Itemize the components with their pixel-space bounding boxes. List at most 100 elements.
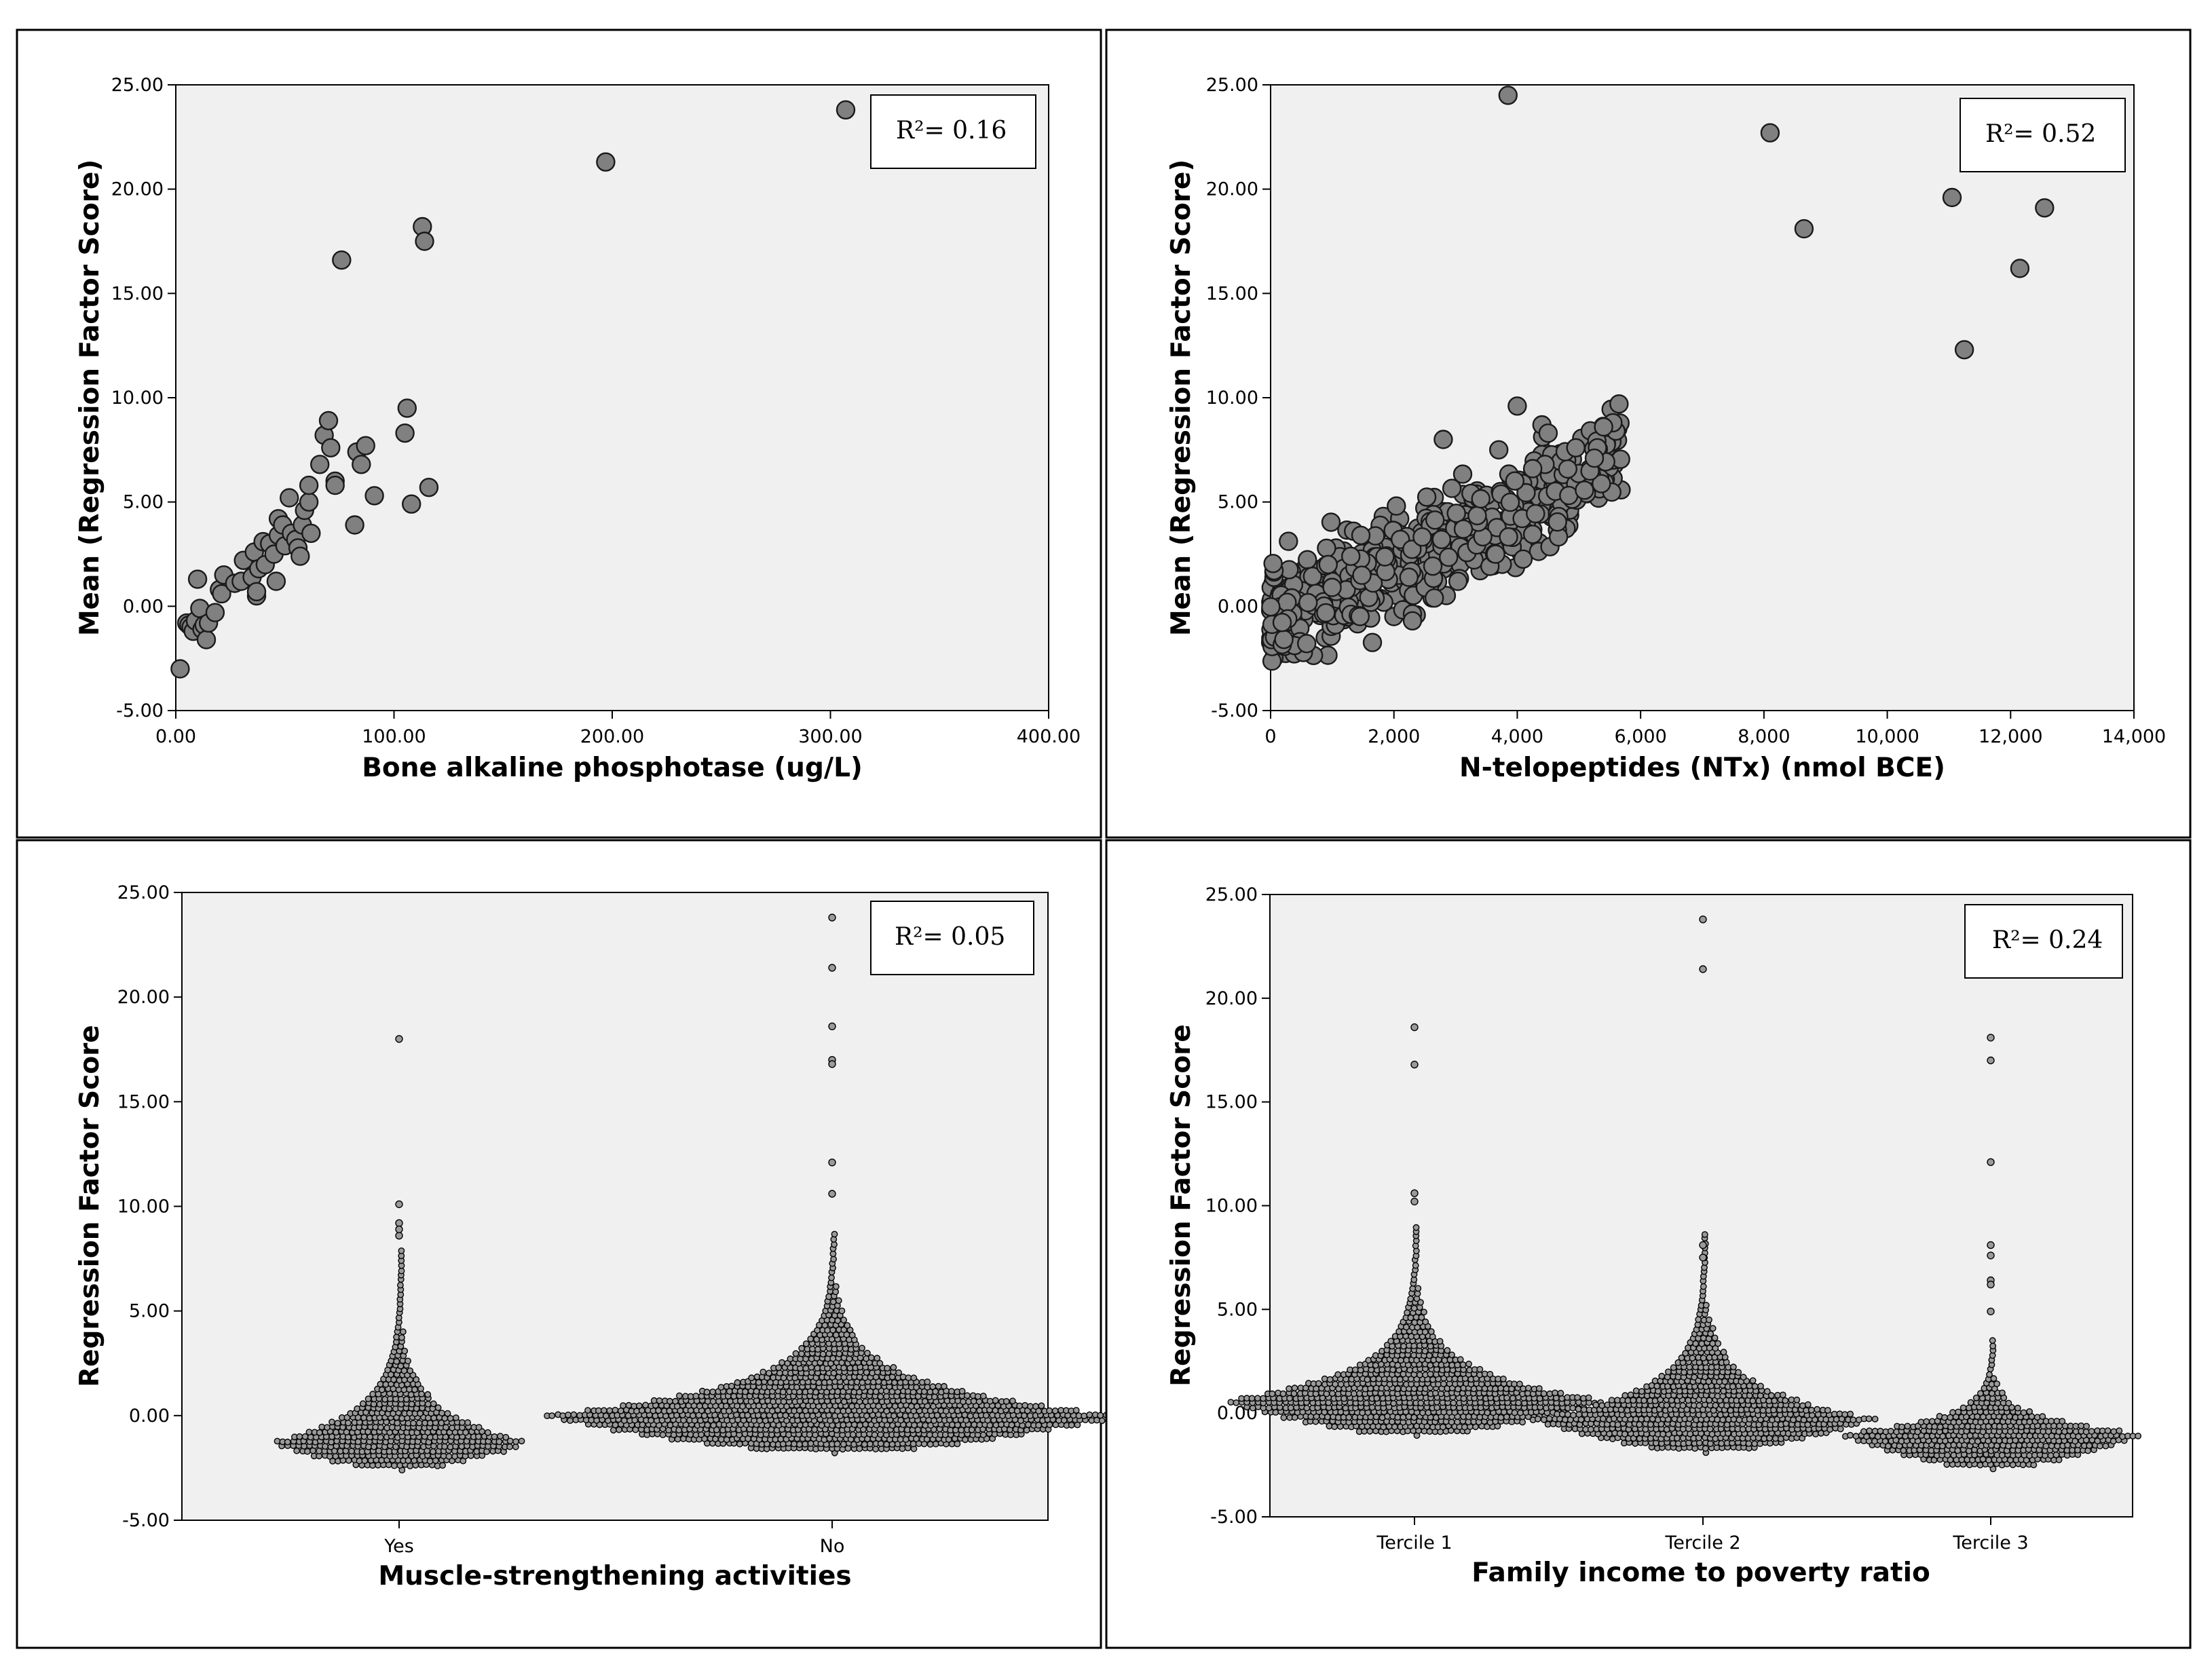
data-point bbox=[791, 1374, 799, 1382]
data-point bbox=[1032, 1403, 1039, 1410]
data-point bbox=[1561, 1416, 1569, 1423]
panel-bone-alkaline-phosphatase: -5.00 0.00 5.00 10.00 15.00 20.00 25.00 0.00 100… bbox=[16, 29, 1102, 839]
outlier-point bbox=[1699, 1241, 1707, 1249]
data-point bbox=[941, 1382, 948, 1390]
outlier-point bbox=[1987, 1158, 1995, 1167]
data-point bbox=[760, 1368, 767, 1376]
data-point bbox=[1998, 1452, 2006, 1459]
data-point bbox=[802, 1440, 809, 1448]
data-point bbox=[358, 1448, 366, 1455]
x-category-label: No bbox=[820, 1536, 845, 1557]
data-point bbox=[1260, 1395, 1267, 1402]
data-point bbox=[1799, 1402, 1806, 1410]
data-point bbox=[1860, 1428, 1867, 1435]
data-point bbox=[881, 1416, 888, 1424]
axis-ticks: -5.00 0.00 5.00 10.00 15.00 20.00 25.00 0.00 100… bbox=[111, 75, 1081, 747]
data-point bbox=[667, 1397, 673, 1405]
data-point bbox=[811, 1426, 819, 1433]
data-point bbox=[612, 1406, 619, 1414]
y-tick-label: 20.00 bbox=[117, 987, 170, 1008]
data-point bbox=[1558, 1395, 1566, 1402]
data-point bbox=[1575, 1406, 1582, 1413]
data-point bbox=[1847, 1410, 1854, 1418]
data-point bbox=[491, 1433, 498, 1440]
data-point bbox=[348, 1448, 355, 1455]
data-point bbox=[464, 1419, 471, 1427]
data-point bbox=[1598, 1402, 1606, 1409]
data-point bbox=[1642, 1426, 1649, 1433]
data-point bbox=[1771, 1397, 1778, 1404]
data-point bbox=[378, 1386, 386, 1393]
data-point bbox=[397, 1281, 404, 1289]
data-point bbox=[1508, 1418, 1516, 1425]
data-point bbox=[441, 1443, 448, 1450]
data-point bbox=[931, 1393, 938, 1401]
data-point bbox=[1341, 1395, 1348, 1402]
data-point bbox=[1738, 1406, 1745, 1414]
data-point bbox=[318, 1423, 326, 1431]
data-point bbox=[1471, 489, 1491, 509]
y-tick-label: 0.00 bbox=[129, 1406, 170, 1427]
r-squared-box bbox=[870, 94, 1036, 169]
data-point bbox=[1887, 1427, 1894, 1435]
data-point bbox=[1484, 1409, 1491, 1416]
outlier-point bbox=[1987, 1056, 1995, 1065]
data-point bbox=[1448, 1361, 1456, 1369]
data-point bbox=[867, 1397, 874, 1405]
data-point bbox=[833, 1440, 841, 1448]
data-point bbox=[1002, 1397, 1010, 1405]
data-point bbox=[502, 1433, 510, 1441]
data-point bbox=[1632, 1387, 1640, 1395]
data-point bbox=[899, 1445, 906, 1452]
data-point bbox=[902, 1412, 909, 1420]
data-point bbox=[1740, 1374, 1747, 1381]
data-point bbox=[1051, 1407, 1059, 1414]
data-point bbox=[1389, 1366, 1397, 1374]
data-point bbox=[1788, 1401, 1795, 1409]
data-point bbox=[819, 1351, 827, 1358]
data-point bbox=[620, 1417, 628, 1425]
data-point bbox=[1739, 1426, 1746, 1433]
data-point bbox=[1974, 1437, 1981, 1445]
data-point bbox=[2053, 1418, 2061, 1425]
data-point bbox=[1652, 1439, 1660, 1447]
data-point bbox=[401, 1347, 409, 1355]
data-point bbox=[1505, 471, 1525, 491]
y-tick-label: 15.00 bbox=[1205, 1092, 1258, 1113]
data-point bbox=[782, 1369, 789, 1376]
data-point bbox=[1448, 1418, 1455, 1426]
data-point bbox=[755, 1379, 762, 1386]
data-point bbox=[809, 1412, 817, 1420]
data-point bbox=[1749, 1397, 1757, 1405]
data-point bbox=[2048, 1418, 2055, 1425]
data-point bbox=[730, 1393, 738, 1400]
data-point bbox=[856, 1445, 863, 1452]
data-point bbox=[1902, 1433, 1909, 1440]
data-point bbox=[1540, 1390, 1548, 1397]
data-point bbox=[864, 1349, 871, 1357]
data-point bbox=[792, 1350, 800, 1357]
data-point bbox=[967, 1412, 974, 1420]
data-point bbox=[1972, 1394, 1980, 1401]
data-point bbox=[506, 1443, 513, 1450]
data-point bbox=[911, 1397, 918, 1405]
data-point bbox=[737, 1397, 744, 1405]
data-point bbox=[1621, 1392, 1629, 1399]
data-point bbox=[802, 1340, 810, 1347]
data-point bbox=[325, 475, 345, 495]
data-point bbox=[1749, 1377, 1757, 1384]
data-point bbox=[1272, 613, 1292, 633]
data-point bbox=[388, 1424, 396, 1431]
data-points bbox=[1260, 86, 2055, 671]
data-point bbox=[1419, 1409, 1426, 1416]
data-point bbox=[1983, 1399, 1991, 1407]
data-point bbox=[975, 1393, 981, 1400]
y-tick-label: 5.00 bbox=[1218, 492, 1258, 513]
data-point bbox=[1388, 1418, 1395, 1425]
data-point bbox=[434, 1404, 442, 1412]
data-point bbox=[1227, 1399, 1235, 1406]
data-point bbox=[1923, 1418, 1930, 1425]
outlier-point bbox=[1987, 1034, 1995, 1042]
data-point bbox=[844, 1393, 852, 1400]
x-category-label: Tercile 3 bbox=[1952, 1532, 2028, 1553]
